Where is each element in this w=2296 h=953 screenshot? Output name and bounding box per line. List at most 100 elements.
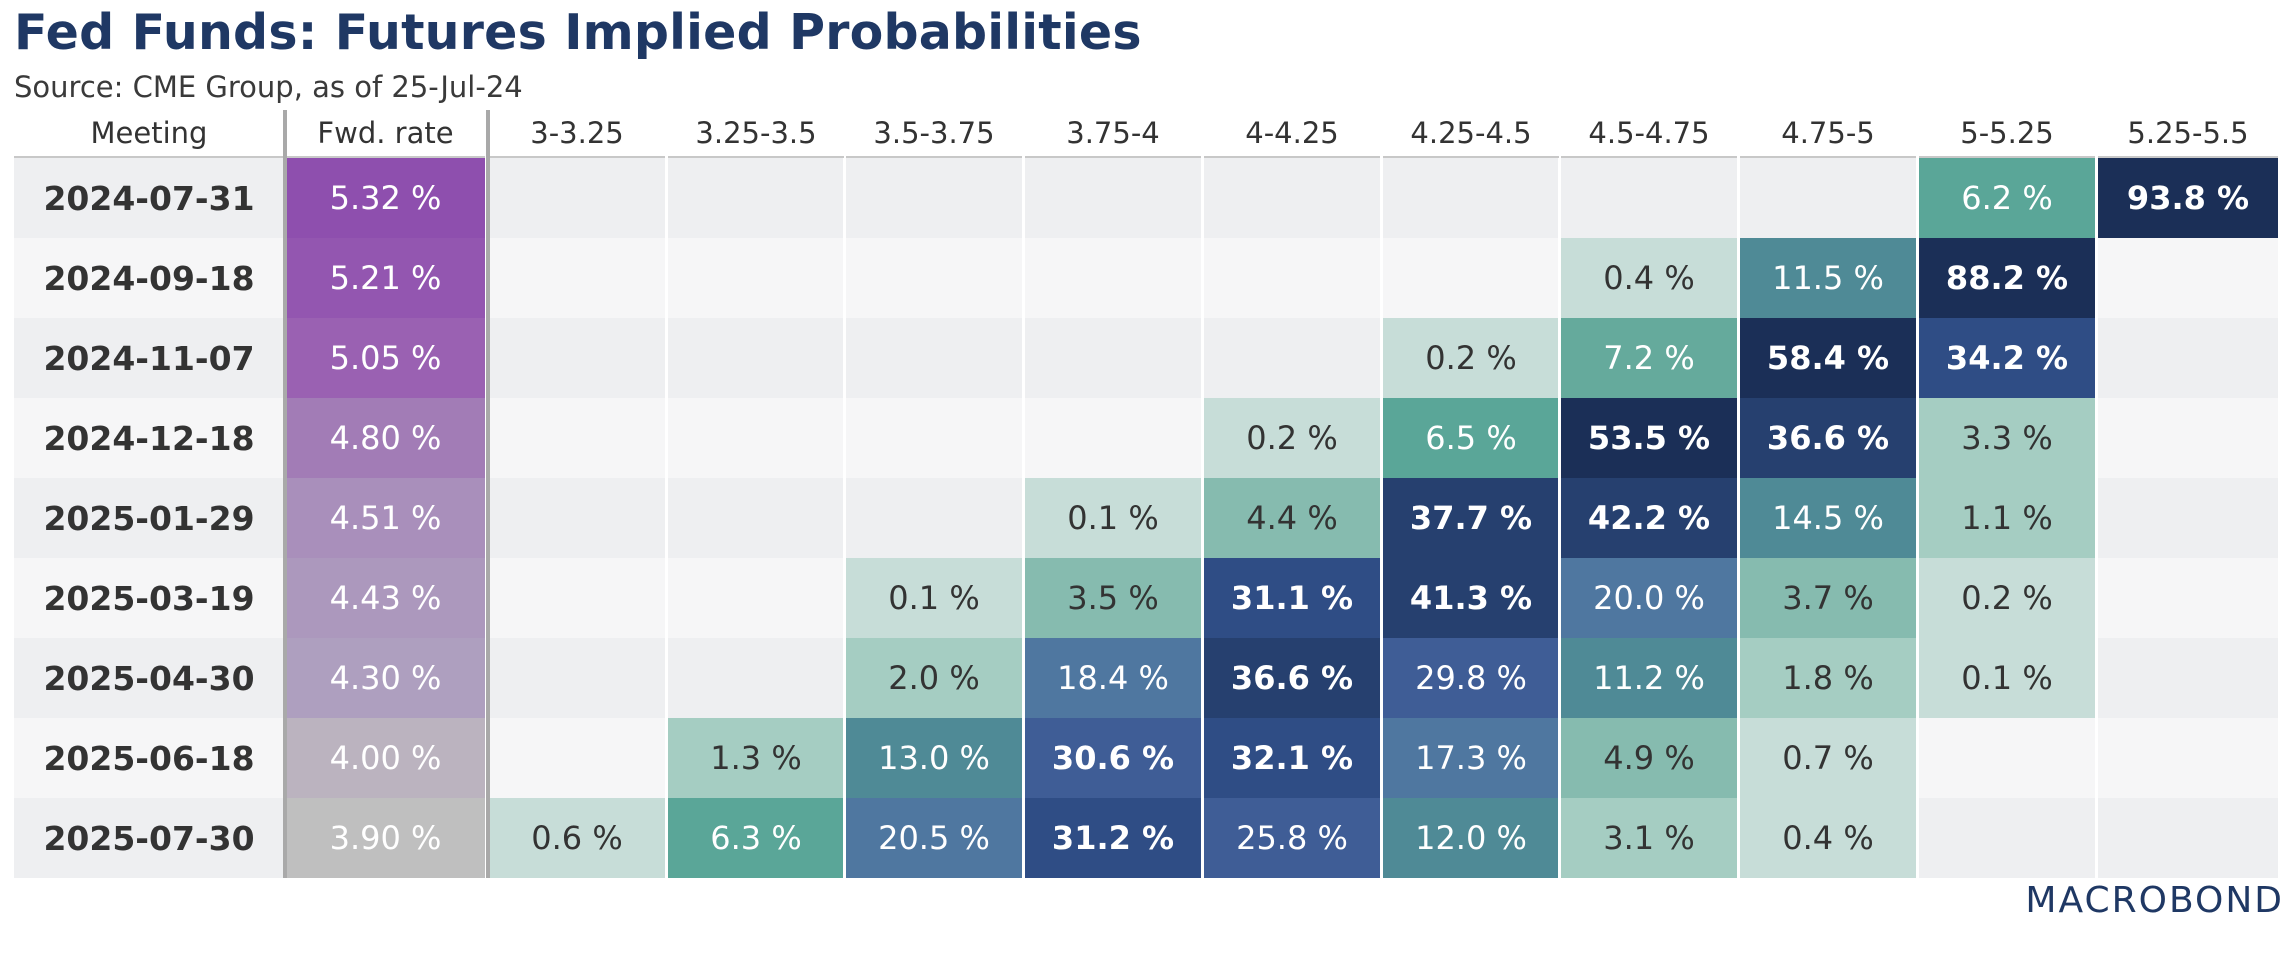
header-underline [1204,156,1380,159]
probability-cell: 2.0 % [846,638,1022,718]
probability-cell: 0.2 % [1204,398,1380,478]
meeting-date: 2024-11-07 [14,318,284,398]
column-gap [1380,158,1383,878]
probability-cell [1383,238,1559,318]
chart-title: Fed Funds: Futures Implied Probabilities [14,4,1142,61]
meeting-date: 2025-07-30 [14,798,284,878]
probability-cell: 31.2 % [1025,798,1201,878]
probability-cell [668,318,844,398]
probability-cell: 20.0 % [1561,558,1737,638]
probability-cell [1383,158,1559,238]
column-header: 3.25-3.5 [695,116,817,150]
probability-cell: 12.0 % [1383,798,1559,878]
probability-cell: 25.8 % [1204,798,1380,878]
meeting-date: 2024-12-18 [14,398,284,478]
probability-cell: 1.8 % [1740,638,1916,718]
probability-cell: 34.2 % [1919,318,2095,398]
probability-cell [2098,238,2278,318]
probability-cell: 4.4 % [1204,478,1380,558]
header-underline [1919,156,2095,159]
probability-cell [668,398,844,478]
macrobond-logo: MACROBOND [2025,880,2284,921]
header-underline [2098,156,2278,159]
fwd-rate-cell: 5.21 % [286,238,485,318]
probability-cell [2098,638,2278,718]
fwd-rate-cell: 4.00 % [286,718,485,798]
fwd-rate-cell: 5.05 % [286,318,485,398]
probability-cell: 53.5 % [1561,398,1737,478]
column-gap [843,158,846,878]
column-header: 5.25-5.5 [2127,116,2249,150]
header-underline [489,156,665,159]
probability-cell: 42.2 % [1561,478,1737,558]
probability-cell [1025,238,1201,318]
probability-cell [846,158,1022,238]
probability-cell: 13.0 % [846,718,1022,798]
fwd-rate-cell: 5.32 % [286,158,485,238]
probability-cell [489,638,665,718]
probability-cell [489,158,665,238]
probability-cell: 88.2 % [1919,238,2095,318]
column-header: 4.5-4.75 [1588,116,1710,150]
column-divider [283,110,287,878]
probability-cell: 11.2 % [1561,638,1737,718]
column-gap [1201,158,1204,878]
probability-cell [668,238,844,318]
probability-cell: 1.3 % [668,718,844,798]
probability-cell [1561,158,1737,238]
probability-cell: 6.5 % [1383,398,1559,478]
column-header: 4-4.25 [1245,116,1339,150]
probability-cell: 0.4 % [1561,238,1737,318]
column-gap [1737,158,1740,878]
fwd-rate-cell: 3.90 % [286,798,485,878]
probability-cell: 0.1 % [1025,478,1201,558]
probability-cell: 37.7 % [1383,478,1559,558]
header-underline [1383,156,1559,159]
probability-cell [846,238,1022,318]
probability-cell: 29.8 % [1383,638,1559,718]
fwd-rate-cell: 4.51 % [286,478,485,558]
column-header: 4.25-4.5 [1410,116,1532,150]
column-gap [2095,158,2098,878]
header-underline [14,156,284,159]
header-underline [668,156,844,159]
probability-cell: 20.5 % [846,798,1022,878]
probability-cell [668,638,844,718]
probability-cell: 7.2 % [1561,318,1737,398]
probability-cell: 18.4 % [1025,638,1201,718]
chart-subtitle: Source: CME Group, as of 25-Jul-24 [14,70,523,104]
probability-cell: 3.7 % [1740,558,1916,638]
fwd-rate-cell: 4.80 % [286,398,485,478]
probability-cell [2098,398,2278,478]
probability-cell [846,478,1022,558]
probability-cell: 3.1 % [1561,798,1737,878]
probability-cell [2098,718,2278,798]
probability-cell: 14.5 % [1740,478,1916,558]
header-underline [846,156,1022,159]
meeting-date: 2025-06-18 [14,718,284,798]
meeting-date: 2024-07-31 [14,158,284,238]
probability-cell: 0.1 % [846,558,1022,638]
header-underline [1561,156,1737,159]
fwd-rate-cell: 4.30 % [286,638,485,718]
probability-cell: 4.9 % [1561,718,1737,798]
probability-cell: 1.1 % [1919,478,2095,558]
probability-cell [2098,318,2278,398]
header-underline [286,156,485,159]
probability-cell [2098,798,2278,878]
probability-cell: 93.8 % [2098,158,2278,238]
probability-cell: 32.1 % [1204,718,1380,798]
probability-cell [489,558,665,638]
column-gap [1558,158,1561,878]
probability-cell: 36.6 % [1204,638,1380,718]
probability-cell: 0.2 % [1383,318,1559,398]
header-underline [1025,156,1201,159]
probability-cell [1919,718,2095,798]
meeting-date: 2025-04-30 [14,638,284,718]
column-header: Meeting [90,116,208,150]
probability-cell [1204,158,1380,238]
probability-cell: 6.3 % [668,798,844,878]
probability-cell [2098,558,2278,638]
probability-cell [1025,398,1201,478]
